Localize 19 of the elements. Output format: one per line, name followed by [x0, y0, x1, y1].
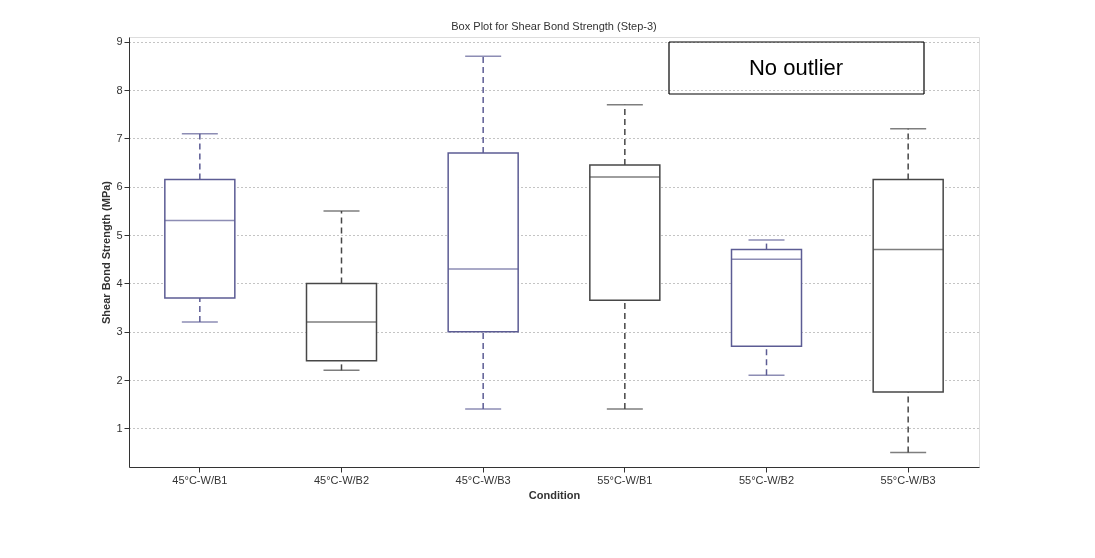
y-tick-label: 4 — [116, 276, 123, 289]
y-tick-label: 5 — [116, 228, 123, 241]
y-tick-label: 9 — [116, 35, 123, 48]
x-tick-label: 55°C-W/B3 — [880, 473, 936, 486]
chart-title: Box Plot for Shear Bond Strength (Step-3) — [451, 19, 657, 32]
x-axis-title: Condition — [528, 488, 581, 501]
y-tick-label: 3 — [116, 325, 123, 338]
x-tick-label: 45°C-W/B2 — [313, 473, 370, 486]
y-tick-label: 7 — [116, 131, 123, 144]
y-tick-label: 8 — [116, 83, 123, 96]
annotation: No outlier — [748, 55, 844, 80]
x-tick-label: 45°C-W/B1 — [172, 473, 228, 486]
y-axis-title: Shear Bond Strength (MPa) — [100, 180, 113, 325]
y-tick-label: 2 — [116, 373, 123, 386]
y-tick-label: 1 — [116, 421, 123, 434]
x-tick-label: 55°C-W/B2 — [738, 473, 795, 486]
x-tick-label: 45°C-W/B3 — [455, 473, 511, 486]
y-tick-label: 6 — [116, 180, 123, 193]
x-tick-label: 55°C-W/B1 — [597, 473, 653, 486]
